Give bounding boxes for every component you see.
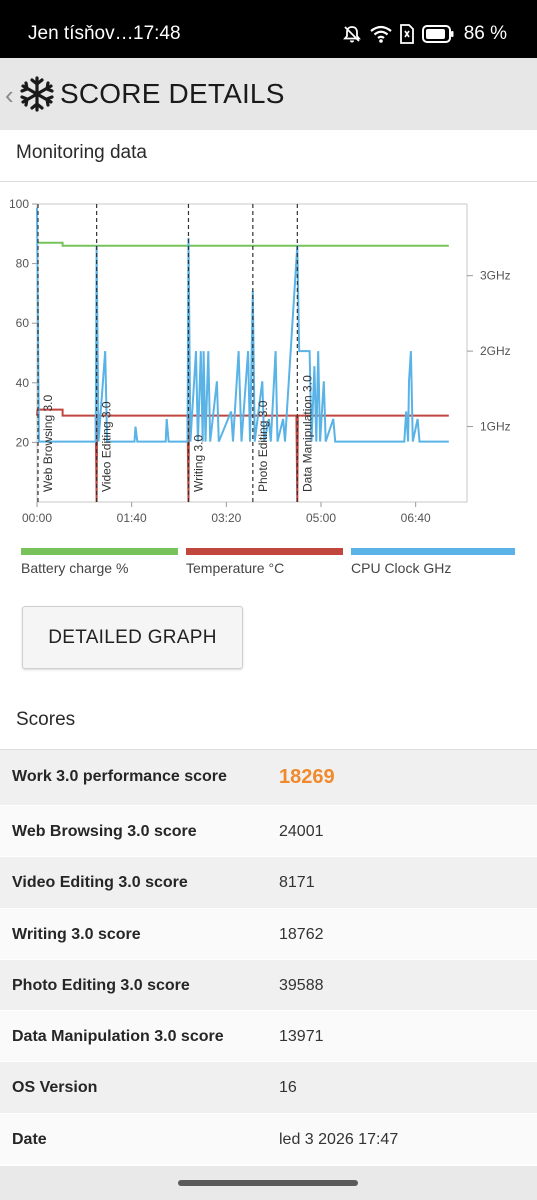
battery-percent: 86 % <box>463 23 507 44</box>
series-line <box>36 207 449 443</box>
x-tick-label: 05:00 <box>306 511 336 525</box>
y-tick-label: 80 <box>16 257 30 271</box>
y-right-tick-label: 1GHz <box>480 420 511 434</box>
scores-table: Work 3.0 performance score 18269 Web Bro… <box>0 750 537 1166</box>
score-label: Web Browsing 3.0 score <box>12 823 197 840</box>
score-value: 16 <box>279 1079 297 1097</box>
legend-cpu-clock: CPU Clock GHz <box>351 548 515 588</box>
table-row: Work 3.0 performance score 18269 <box>0 750 537 806</box>
status-icons: 86 % <box>342 20 507 48</box>
home-gesture-handle[interactable] <box>178 1180 358 1186</box>
score-value: 18762 <box>279 925 324 943</box>
y-tick-label: 20 <box>16 435 30 449</box>
legend-label: CPU Clock GHz <box>351 560 452 576</box>
table-row: Web Browsing 3.0 score 24001 <box>0 806 537 858</box>
score-value: 24001 <box>279 823 324 840</box>
monitoring-chart[interactable]: 20 40 60 80 100 1GHz 2GHz 3GHz 00:00 01:40 03:20 05… <box>0 190 537 530</box>
phase-marker-label: Video Editing 3.0 <box>100 401 114 492</box>
app-header: ‹ SCORE DETAILS <box>0 58 537 130</box>
table-row: Date led 3 2026 17:47 <box>0 1113 537 1166</box>
legend-label: Temperature °C <box>186 560 285 576</box>
monitoring-title: Monitoring data <box>16 142 147 163</box>
monitoring-chart-svg: 20 40 60 80 100 1GHz 2GHz 3GHz 00:00 01:40 03:20 05… <box>9 197 511 525</box>
status-bar: Jen tísňov… 17:48 86 % <box>0 0 537 58</box>
table-row: Data Manipulation 3.0 score 13971 <box>0 1011 537 1063</box>
score-label: Video Editing 3.0 score <box>12 874 188 892</box>
score-value: 18269 <box>279 766 335 788</box>
monitoring-section-header: Monitoring data <box>0 130 537 182</box>
phase-marker-label: Data Manipulation 3.0 <box>300 375 314 492</box>
snowflake-icon <box>19 76 55 117</box>
scores-section-header: Scores <box>0 690 537 750</box>
wifi-icon <box>370 24 392 44</box>
score-label: Writing 3.0 score <box>12 925 141 943</box>
plot-frame <box>36 203 468 503</box>
score-value: 39588 <box>279 976 324 994</box>
score-value: 13971 <box>279 1028 324 1046</box>
score-details-content[interactable]: Monitoring data 20 40 60 80 100 1GHz 2GHz 3GHz 0… <box>0 130 537 1166</box>
clock: 17:48 <box>133 23 181 44</box>
legend-swatch <box>21 548 178 555</box>
score-label: Date <box>12 1130 47 1148</box>
dnd-off-icon <box>342 24 362 44</box>
score-label: Data Manipulation 3.0 score <box>12 1028 224 1046</box>
score-label: OS Version <box>12 1079 98 1097</box>
y-tick-label: 60 <box>16 316 30 330</box>
x-tick-label: 01:40 <box>117 511 147 525</box>
sim-icon <box>399 24 414 44</box>
scores-title: Scores <box>16 709 76 730</box>
y-tick-label: 40 <box>16 376 30 390</box>
table-row: Photo Editing 3.0 score 39588 <box>0 959 537 1012</box>
y-right-tick-label: 2GHz <box>480 344 511 358</box>
x-tick-label: 03:20 <box>211 511 241 525</box>
phase-marker-label: Photo Editing 3.0 <box>256 400 270 492</box>
legend-temperature: Temperature °C <box>186 548 343 588</box>
y-tick-label: 100 <box>9 197 29 211</box>
series-line <box>37 241 449 247</box>
battery-icon <box>421 25 454 43</box>
legend-battery: Battery charge % <box>21 548 178 588</box>
legend-swatch <box>186 548 343 555</box>
score-label: Photo Editing 3.0 score <box>12 976 190 994</box>
score-label: Work 3.0 performance score <box>12 768 227 785</box>
table-row: Writing 3.0 score 18762 <box>0 908 537 960</box>
carrier-label: Jen tísňov… <box>28 23 134 44</box>
back-button[interactable]: ‹ <box>5 80 14 110</box>
navigation-bar <box>0 1166 537 1200</box>
table-row: OS Version 16 <box>0 1062 537 1114</box>
page-title: SCORE DETAILS <box>60 78 285 109</box>
table-row: Video Editing 3.0 score 8171 <box>0 857 537 909</box>
y-right-tick-label: 3GHz <box>480 269 511 283</box>
score-value: led 3 2026 17:47 <box>279 1130 399 1148</box>
phase-marker-label: Web Browsing 3.0 <box>41 395 55 492</box>
detailed-graph-button[interactable]: DETAILED GRAPH <box>22 606 243 669</box>
legend-swatch <box>351 548 515 555</box>
score-value: 8171 <box>279 874 315 892</box>
phase-marker-label: Writing 3.0 <box>191 435 205 492</box>
x-tick-label: 06:40 <box>401 511 431 525</box>
legend-label: Battery charge % <box>21 560 129 576</box>
x-tick-label: 00:00 <box>22 511 52 525</box>
